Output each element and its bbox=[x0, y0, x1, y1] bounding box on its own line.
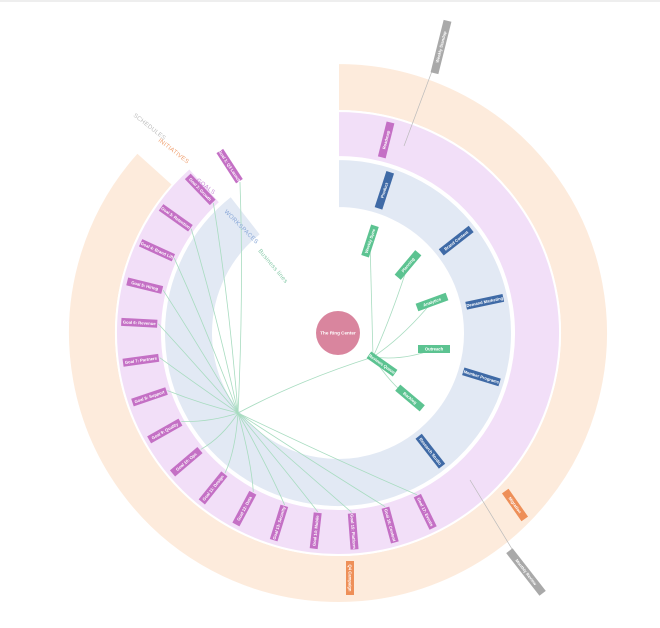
link-line bbox=[162, 289, 239, 414]
goal-node[interactable]: Goal 7: Partners bbox=[122, 353, 160, 367]
task-node[interactable]: Weekly Sync bbox=[361, 224, 379, 258]
link-line bbox=[200, 412, 239, 450]
goal-node-label: Goal 1: Q3 Launch bbox=[217, 149, 242, 183]
goal-node-box bbox=[138, 239, 176, 262]
task-node-label: Reviews Queue bbox=[368, 353, 397, 375]
goal-node-label: Goal 5: Hiring bbox=[131, 280, 159, 291]
goal-node[interactable]: Goal 15: Platform bbox=[347, 513, 359, 550]
ring-goals bbox=[115, 109, 561, 556]
link-line bbox=[237, 412, 319, 513]
link-line bbox=[167, 390, 239, 414]
goal-node-box bbox=[131, 387, 168, 407]
workspace-node-box bbox=[374, 171, 395, 210]
link-line bbox=[237, 412, 418, 496]
goal-node[interactable]: Goal 6: Revenue bbox=[121, 317, 158, 328]
initiative-node[interactable]: Q4 Campaign bbox=[346, 561, 354, 595]
task-node-box bbox=[395, 384, 425, 412]
goal-node-label: Goal 7: Partners bbox=[125, 355, 158, 364]
ring-workspaces bbox=[163, 157, 513, 508]
goal-node-roadmap-box bbox=[377, 121, 395, 159]
link-line bbox=[173, 258, 239, 414]
link-line bbox=[369, 240, 374, 358]
goal-node-box bbox=[169, 447, 203, 477]
center-label: The Ring Center bbox=[320, 331, 356, 336]
workspace-node-box bbox=[465, 293, 505, 310]
link-line bbox=[237, 412, 352, 513]
workspace-node-box bbox=[415, 433, 446, 469]
initiative-node-box bbox=[346, 561, 354, 595]
goal-node-roadmap-label: Roadmap bbox=[381, 130, 391, 150]
schedule-node[interactable]: Weekly Standup bbox=[430, 19, 452, 75]
workspace-node-box bbox=[438, 225, 474, 256]
initiative-node-box bbox=[501, 488, 529, 522]
goal-node-box bbox=[232, 490, 257, 527]
task-node-label: Analytics bbox=[422, 296, 442, 307]
link-line bbox=[237, 182, 242, 414]
schedule-node-label: Monthly Review bbox=[514, 558, 538, 587]
initiative-node-label: Q4 Campaign bbox=[348, 565, 353, 592]
task-node-box bbox=[361, 224, 379, 258]
link-line bbox=[181, 412, 239, 423]
goal-node-box bbox=[309, 512, 322, 550]
task-node[interactable]: Reviews Queue bbox=[366, 351, 398, 377]
link-line bbox=[372, 264, 409, 358]
link-line bbox=[372, 301, 433, 358]
ring-label-initiatives: INITIATIVES bbox=[157, 138, 190, 166]
link-line bbox=[190, 228, 239, 414]
link-line bbox=[212, 203, 239, 414]
goal-node-box bbox=[216, 148, 243, 184]
goal-node-box bbox=[147, 418, 183, 444]
goal-node[interactable]: Goal 14: Mobile bbox=[309, 512, 322, 550]
goal-node[interactable]: Goal 5: Hiring bbox=[126, 277, 164, 294]
task-node-box bbox=[366, 351, 398, 377]
goal-node-box bbox=[126, 277, 164, 294]
goal-node-roadmap[interactable]: Roadmap bbox=[377, 121, 395, 159]
goal-node-label: Goal 14: Mobile bbox=[311, 514, 320, 546]
goal-node-label: Goal 6: Revenue bbox=[123, 319, 157, 326]
link-line bbox=[237, 412, 386, 508]
goal-node-box bbox=[122, 353, 160, 367]
task-node-box bbox=[418, 345, 450, 353]
task-node[interactable]: Analytics bbox=[415, 292, 449, 312]
rings-layer bbox=[67, 61, 609, 604]
task-node[interactable]: Outreach bbox=[418, 345, 450, 353]
goal-node-box bbox=[121, 317, 158, 328]
task-node-box bbox=[394, 250, 422, 280]
goal-node-box bbox=[184, 173, 216, 206]
workspace-node[interactable]: Product bbox=[374, 171, 395, 210]
link-line bbox=[237, 412, 285, 506]
goal-node-box bbox=[413, 493, 437, 530]
task-node[interactable]: Planning bbox=[394, 250, 422, 280]
schedule-node-box bbox=[430, 19, 452, 75]
schedule-node[interactable]: Monthly Review bbox=[506, 548, 546, 596]
top-border bbox=[0, 0, 660, 2]
goal-node-box bbox=[381, 506, 399, 544]
task-node-label: Outreach bbox=[425, 347, 444, 352]
task-node[interactable]: Backlog bbox=[395, 384, 425, 412]
goal-node[interactable]: Goal 1: Q3 Launch bbox=[216, 148, 243, 184]
center-node[interactable] bbox=[316, 311, 360, 355]
task-node-box bbox=[415, 292, 449, 312]
goal-node-box bbox=[269, 504, 289, 542]
goal-node-box bbox=[347, 513, 359, 550]
ring-label-business-lines: Business lines bbox=[256, 248, 288, 284]
link-line bbox=[237, 356, 374, 414]
goal-node-label: Goal 15: Platform bbox=[349, 514, 357, 549]
link-line bbox=[157, 323, 239, 414]
link-line bbox=[237, 412, 254, 492]
goal-node-box bbox=[198, 471, 228, 505]
workspace-node-box bbox=[462, 367, 501, 387]
schedule-node-box bbox=[506, 548, 546, 596]
goal-node-box bbox=[158, 204, 193, 232]
link-line bbox=[159, 357, 239, 414]
link-line bbox=[224, 412, 239, 474]
workspace-node-label: Product bbox=[380, 181, 390, 198]
